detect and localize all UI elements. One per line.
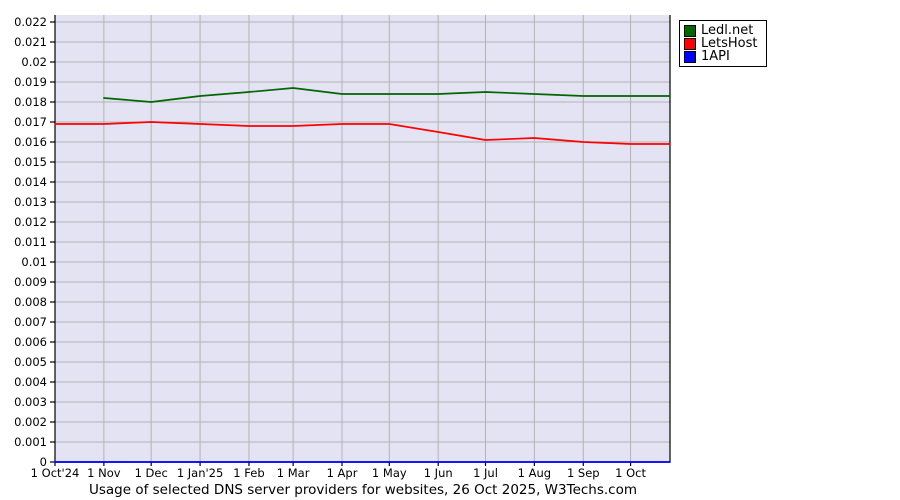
x-tick-label: 1 May [372, 466, 407, 480]
1api-swatch-icon [684, 50, 696, 63]
legend-label: Ledl.net [701, 23, 754, 38]
y-tick-label: 0.014 [14, 175, 47, 189]
y-tick-label: 0.022 [14, 15, 47, 29]
x-tick-label: 1 Nov [87, 466, 121, 480]
y-tick-label: 0.013 [14, 195, 47, 209]
legend-box: Ledl.net LetsHost 1API [679, 20, 768, 67]
y-tick-label: 0.02 [21, 55, 47, 69]
legend-item-letshost: LetsHost [684, 37, 757, 50]
legend-item-ledl-net: Ledl.net [684, 24, 757, 37]
letshost-swatch-icon [684, 37, 696, 50]
y-tick-label: 0.004 [14, 375, 47, 389]
y-tick-label: 0.018 [14, 95, 47, 109]
x-tick-label: 1 Feb [233, 466, 264, 480]
x-tick-label: 1 Sep [567, 466, 600, 480]
y-tick-label: 0.002 [14, 415, 47, 429]
y-tick-label: 0.003 [14, 395, 47, 409]
y-tick-label: 0.005 [14, 355, 47, 369]
y-tick-label: 0.001 [14, 435, 47, 449]
y-tick-label: 0.012 [14, 215, 47, 229]
y-tick-label: 0.009 [14, 275, 47, 289]
x-tick-label: 1 Oct'24 [31, 466, 80, 480]
x-tick-label: 1 Jun [424, 466, 453, 480]
x-tick-label: 1 Apr [327, 466, 358, 480]
x-tick-label: 1 Mar [277, 466, 310, 480]
plot-area [55, 15, 670, 462]
x-tick-label: 1 Jul [473, 466, 498, 480]
y-tick-label: 0.008 [14, 295, 47, 309]
x-tick-label: 1 Aug [518, 466, 551, 480]
legend-item-1api: 1API [684, 50, 757, 63]
ledl-net-swatch-icon [684, 24, 696, 37]
y-tick-label: 0.007 [14, 315, 47, 329]
y-tick-label: 0.017 [14, 115, 47, 129]
y-tick-label: 0.011 [14, 235, 47, 249]
chart-title: Usage of selected DNS server providers f… [88, 482, 638, 498]
series-line-letshost [54, 121, 671, 145]
y-tick-label: 0.015 [14, 155, 47, 169]
legend-label: 1API [701, 49, 730, 64]
y-tick-label: 0 [40, 455, 47, 469]
x-tick-label: 1 Oct [615, 466, 646, 480]
y-tick-label: 0.006 [14, 335, 47, 349]
legend-label: LetsHost [701, 36, 758, 51]
y-tick-label: 0.021 [14, 35, 47, 49]
y-tick-label: 0.016 [14, 135, 47, 149]
series-line-ledl-net [103, 87, 671, 103]
y-tick-label: 0.019 [14, 75, 47, 89]
x-tick-label: 1 Dec [135, 466, 168, 480]
x-tick-label: 1 Jan'25 [177, 466, 224, 480]
y-tick-label: 0.01 [21, 255, 47, 269]
